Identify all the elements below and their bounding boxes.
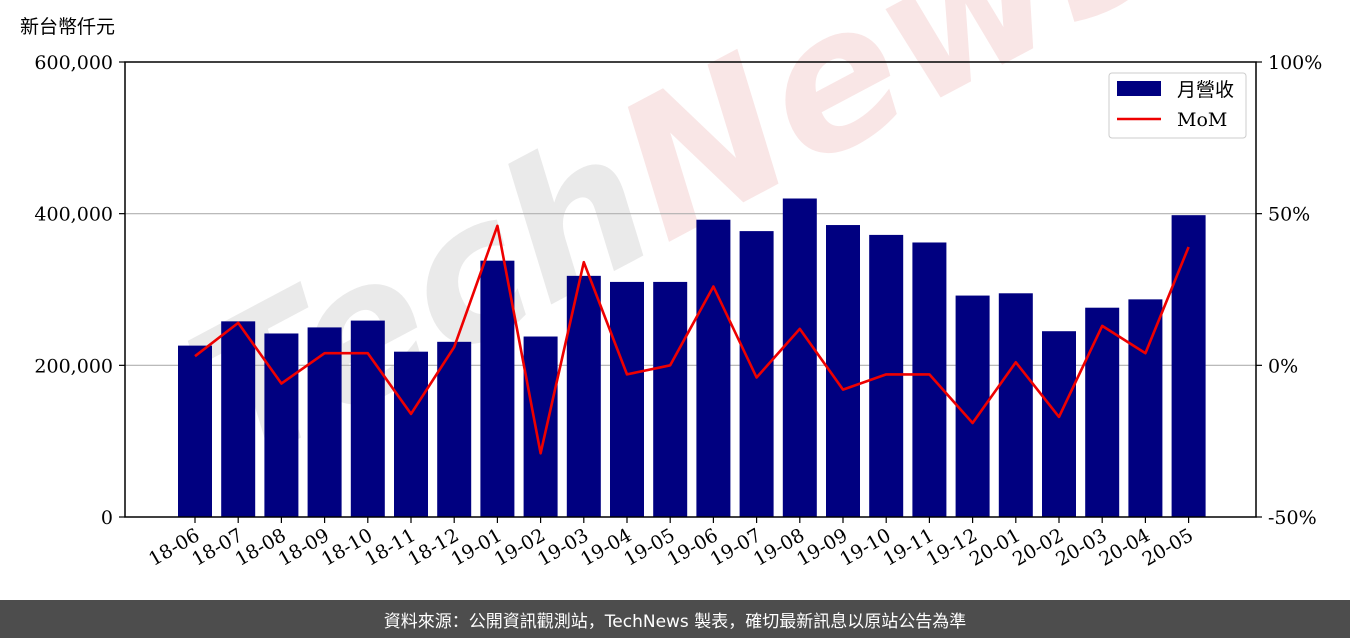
source-footer: 資料來源：公開資訊觀測站，TechNews 製表，確切最新訊息以原站公告為準	[0, 600, 1350, 638]
bar	[1171, 215, 1206, 517]
y2-tick-label: 50%	[1268, 204, 1310, 226]
bar	[1128, 299, 1163, 517]
source-note: 資料來源：公開資訊觀測站，TechNews 製表，確切最新訊息以原站公告為準	[383, 611, 967, 632]
bar	[394, 351, 428, 517]
y-tick-label: 200,000	[34, 355, 113, 377]
bar	[523, 336, 558, 517]
bar	[696, 219, 731, 517]
revenue-mom-chart: TechNews 0200,000400,000600,000-50%0%50%…	[20, 0, 1322, 571]
y2-tick-label: 0%	[1268, 355, 1298, 377]
y-tick-label: 0	[101, 507, 113, 529]
revenue-bars	[178, 198, 1206, 517]
bar	[998, 293, 1033, 517]
bar	[739, 231, 774, 517]
legend-swatch-revenue	[1117, 81, 1161, 96]
bar	[350, 320, 385, 517]
y-tick-label: 600,000	[34, 52, 113, 74]
y2-tick-label: 100%	[1268, 52, 1322, 74]
mom-line-path	[194, 224, 1190, 455]
bar	[912, 242, 947, 517]
y-tick-label: 400,000	[34, 204, 113, 226]
x-tick-label: 20-05	[1139, 524, 1197, 570]
bar	[610, 281, 644, 517]
bar	[264, 333, 299, 517]
bar	[221, 321, 256, 517]
legend-label-revenue: 月營收	[1177, 79, 1234, 101]
bar	[1085, 307, 1120, 517]
bar	[178, 345, 212, 517]
bar	[653, 281, 688, 517]
y2-tick-label: -50%	[1268, 507, 1317, 529]
bar	[480, 260, 515, 517]
bar	[826, 225, 860, 517]
legend: 月營收 MoM	[1108, 72, 1247, 139]
bar	[437, 341, 472, 517]
bar	[869, 234, 904, 517]
plot-frame	[124, 61, 1257, 518]
bar	[1042, 331, 1076, 517]
mom-line	[194, 224, 1190, 455]
bar	[307, 327, 342, 517]
legend-label-mom: MoM	[1177, 109, 1227, 131]
y-axis-label: 新台幣仟元	[20, 16, 115, 38]
bar	[782, 198, 817, 517]
